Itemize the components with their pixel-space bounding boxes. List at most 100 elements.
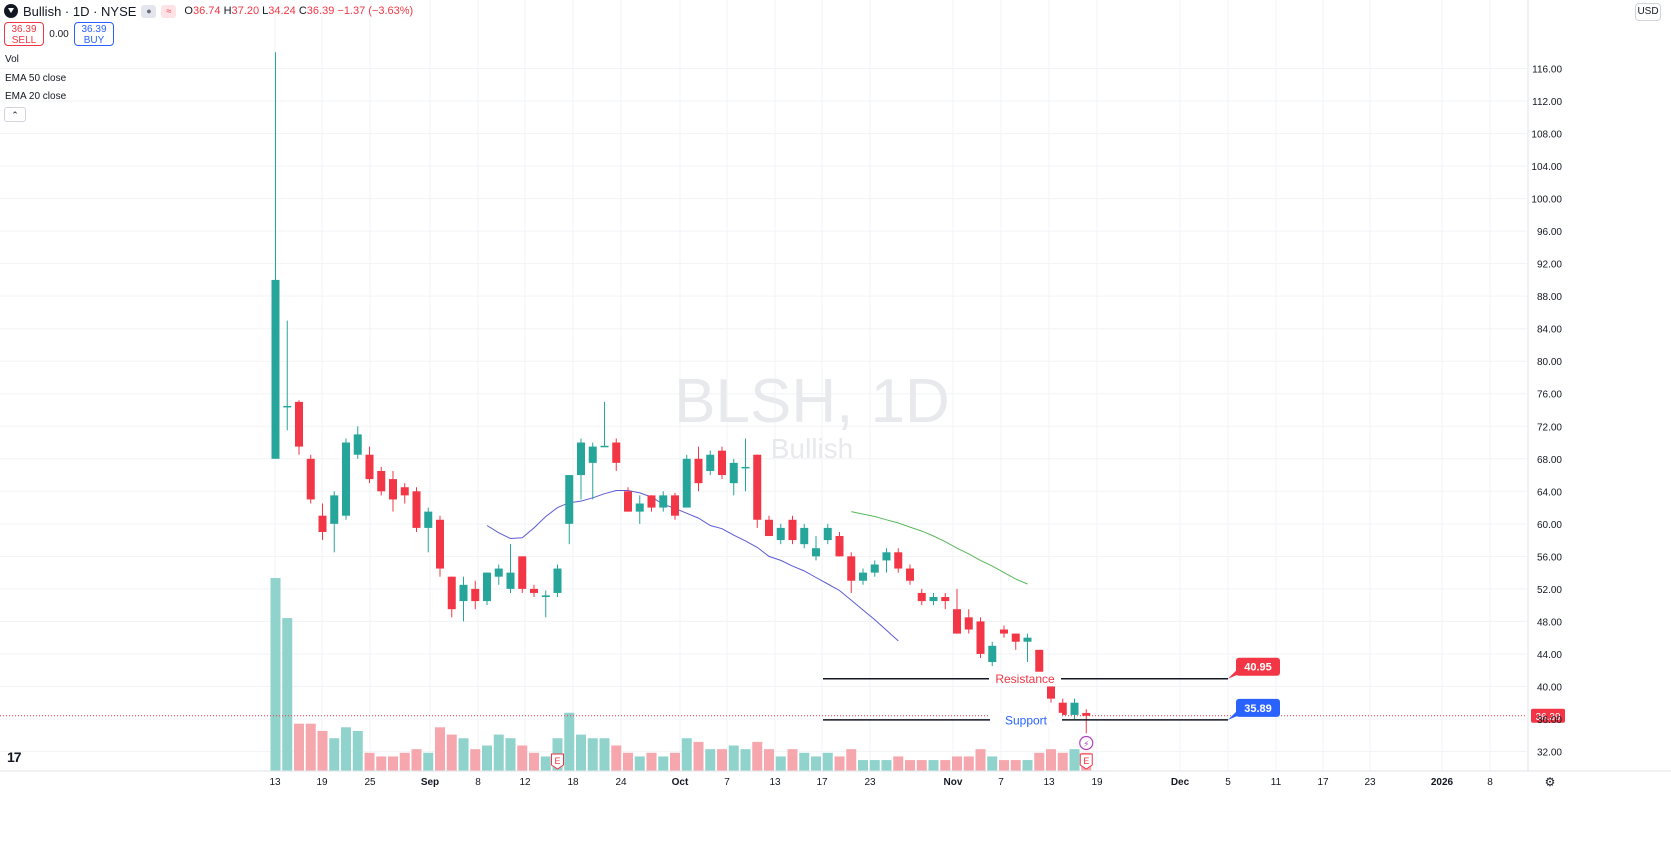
candle[interactable] (624, 487, 632, 512)
candle[interactable] (1047, 686, 1055, 703)
candle[interactable] (800, 523, 809, 549)
time-axis[interactable]: 13 19 25 Sep 8 12 18 24 Oct 7 13 17 23 Nov 7 13 19 Dec 5 11… (0, 770, 1671, 789)
candle[interactable] (823, 523, 832, 545)
candle[interactable] (1000, 625, 1008, 638)
candle[interactable] (1082, 709, 1091, 734)
candle-body (530, 588, 538, 593)
candle[interactable] (447, 576, 456, 618)
candle[interactable] (741, 438, 750, 492)
candle[interactable] (765, 515, 773, 537)
candle[interactable] (929, 592, 938, 606)
candle[interactable] (1058, 698, 1067, 715)
earnings-marker-icon[interactable]: E (1079, 753, 1093, 770)
candle[interactable] (318, 503, 327, 541)
candle[interactable] (600, 401, 609, 448)
candle[interactable] (306, 454, 315, 504)
candle[interactable] (776, 523, 785, 545)
candle[interactable] (1011, 633, 1020, 650)
candle[interactable] (682, 454, 691, 508)
event-markers[interactable]: E E ⚡ (551, 735, 1094, 770)
candle[interactable] (870, 560, 879, 577)
candle[interactable] (400, 483, 409, 504)
candle[interactable] (859, 568, 867, 585)
candle-body (553, 568, 562, 593)
candle[interactable] (541, 590, 550, 618)
candle[interactable] (577, 438, 585, 500)
candle[interactable] (917, 588, 926, 606)
candle[interactable] (718, 446, 726, 480)
volume-bar (987, 756, 998, 771)
candle[interactable] (518, 556, 527, 593)
candle[interactable] (753, 454, 762, 528)
legend-ema20[interactable]: EMA 20 close (5, 91, 67, 102)
wave-icon[interactable]: ≈ (161, 4, 177, 18)
candle[interactable] (847, 552, 856, 593)
candle[interactable] (1023, 633, 1032, 663)
candle[interactable] (906, 564, 914, 585)
tradingview-logo-icon[interactable]: 17 (7, 749, 22, 765)
candle[interactable] (530, 584, 538, 598)
price-axis[interactable]: 116.00 112.00 108.00 104.00 100.00 96.00 92.00… (1527, 0, 1562, 771)
lightning-icon[interactable]: ⚡ (1079, 735, 1094, 751)
candle[interactable] (412, 487, 421, 532)
candle[interactable] (976, 617, 985, 658)
candle[interactable] (882, 548, 891, 573)
chevron-up-icon[interactable]: ⌃ (4, 107, 26, 122)
candle-body (800, 527, 809, 545)
candle[interactable] (471, 580, 480, 610)
candles[interactable] (271, 52, 1091, 734)
candle[interactable] (295, 400, 303, 455)
candle[interactable] (941, 592, 950, 610)
price-levels[interactable]: 36.39 Resistance 40.95 Support 35.89 (0, 657, 1565, 728)
candle[interactable] (342, 438, 350, 520)
candle[interactable] (565, 475, 574, 545)
candle[interactable] (812, 536, 820, 561)
eye-icon[interactable]: ● (141, 4, 157, 18)
candle[interactable] (365, 446, 374, 484)
candle[interactable] (988, 641, 997, 667)
candle[interactable] (706, 450, 715, 476)
candle[interactable] (729, 458, 738, 496)
candle[interactable] (483, 572, 491, 606)
candle[interactable] (953, 588, 961, 634)
candle[interactable] (964, 609, 973, 634)
legend-ema50[interactable]: EMA 50 close (5, 73, 67, 84)
candle[interactable] (271, 52, 280, 459)
candle[interactable] (612, 438, 621, 471)
candle-body (1035, 649, 1044, 679)
sell-button[interactable]: 36.39 SELL (4, 22, 44, 46)
candle[interactable] (353, 426, 362, 459)
candle[interactable] (588, 442, 597, 500)
candle[interactable] (659, 491, 668, 512)
legend-vol[interactable]: Vol (5, 54, 19, 65)
candle[interactable] (494, 564, 503, 585)
currency-select[interactable]: USD (1635, 3, 1661, 21)
buy-button[interactable]: 36.39 BUY (74, 22, 114, 46)
candle[interactable] (894, 548, 903, 573)
lightning-circle (1079, 735, 1094, 751)
symbol-title[interactable]: Bullish · 1D · NYSE (23, 3, 137, 19)
resistance-price-badge[interactable] (1236, 657, 1280, 676)
candle[interactable] (671, 492, 679, 520)
support-price-badge[interactable] (1236, 698, 1280, 717)
candle[interactable] (694, 446, 703, 492)
time-tick-label: 11 (1271, 777, 1282, 788)
candle[interactable] (506, 544, 515, 593)
candle[interactable] (647, 495, 656, 512)
earnings-marker-icon[interactable]: E (551, 753, 564, 770)
candle[interactable] (377, 466, 386, 496)
candle[interactable] (424, 507, 433, 553)
candle[interactable] (788, 515, 797, 545)
candle-body (941, 597, 950, 602)
candle[interactable] (389, 470, 397, 512)
settings-gear-icon[interactable]: ⚙ (1545, 775, 1556, 789)
candle[interactable] (283, 320, 292, 431)
candle[interactable] (436, 515, 444, 577)
candle-body (647, 495, 656, 508)
candle[interactable] (553, 564, 562, 598)
candle[interactable] (835, 531, 844, 557)
candle[interactable] (635, 495, 644, 524)
candle[interactable] (330, 491, 339, 553)
candle[interactable] (459, 576, 468, 622)
